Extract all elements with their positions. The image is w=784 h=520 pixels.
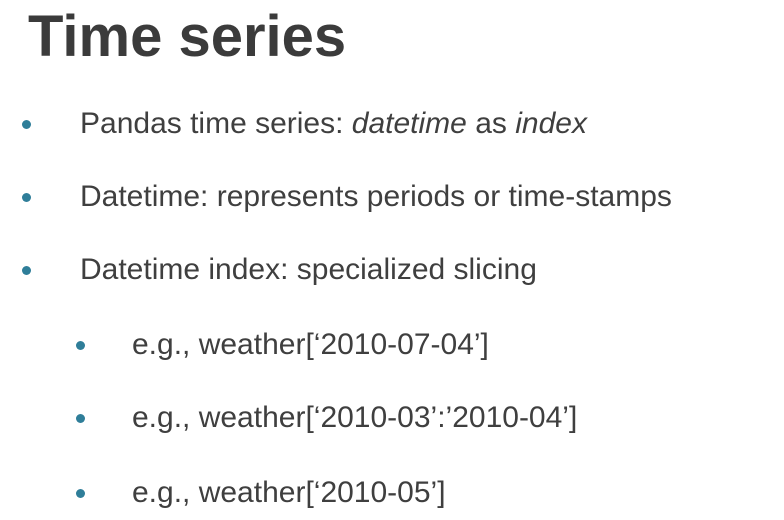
sub-bullet-item: e.g., weather[‘2010-03’:’2010-04’]	[132, 401, 578, 434]
sub-bullet-item: e.g., weather[‘2010-05’]	[132, 476, 446, 509]
bullet-emphasis: index	[515, 107, 587, 140]
sub-bullet-dot-icon	[76, 489, 85, 498]
slide-title: Time series	[28, 4, 347, 69]
bullet-item: Datetime: represents periods or time-sta…	[80, 180, 672, 213]
bullet-emphasis: datetime	[351, 107, 467, 140]
sub-bullet-item: e.g., weather[‘2010-07-04’]	[132, 328, 489, 361]
bullet-text: as	[466, 107, 516, 140]
bullet-dot-icon	[22, 120, 31, 129]
sub-bullet-dot-icon	[76, 341, 85, 350]
sub-bullet-dot-icon	[76, 414, 85, 423]
bullet-item: Pandas time series: datetime as index	[80, 104, 587, 144]
bullet-dot-icon	[22, 193, 31, 202]
bullet-item: Datetime index: specialized slicing	[80, 253, 537, 286]
bullet-text: Pandas time series:	[80, 107, 352, 140]
bullet-dot-icon	[22, 266, 31, 275]
